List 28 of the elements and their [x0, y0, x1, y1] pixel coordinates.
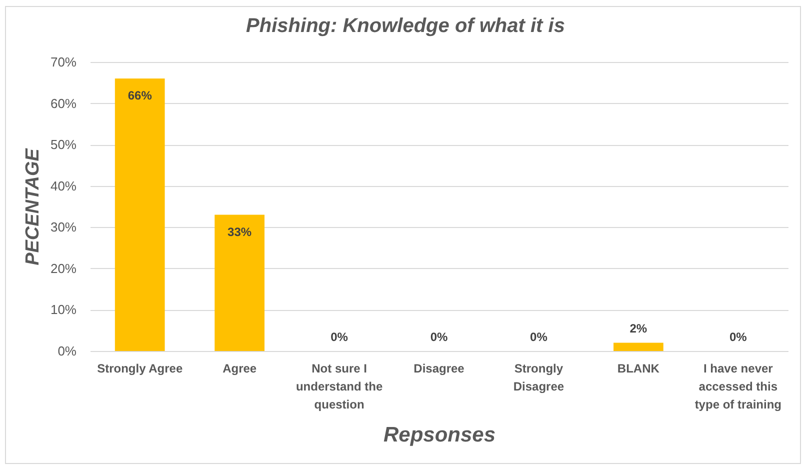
bar — [614, 342, 664, 351]
x-tick-label: Agree — [222, 362, 257, 376]
y-tick-label: 60% — [50, 96, 77, 111]
x-axis-title: Repsonses — [383, 424, 496, 446]
y-tick-label: 30% — [50, 220, 77, 235]
bar — [114, 78, 165, 351]
chart-title: Phishing: Knowledge of what it is — [246, 15, 565, 37]
x-tick-label: Disagree — [414, 362, 465, 376]
data-label: 2% — [630, 322, 648, 336]
x-tick-label: BLANK — [617, 362, 660, 376]
data-label: 66% — [128, 88, 152, 103]
y-axis-title: PECENTAGE — [22, 147, 44, 266]
x-tick-label: Strongly Disagree — [513, 362, 564, 394]
y-tick-label: 40% — [50, 178, 77, 194]
data-label: 0% — [729, 330, 748, 344]
data-label: 0% — [330, 330, 348, 344]
x-tick-label: Strongly Agree — [97, 362, 183, 376]
x-tick-label: I have never accessed this type of training — [694, 362, 782, 412]
x-tick-label: Not sure I understand the question — [296, 362, 383, 412]
y-tick-label: 10% — [50, 302, 77, 318]
y-tick-label: 0% — [58, 344, 77, 358]
data-label: 33% — [228, 224, 252, 239]
data-label: 0% — [430, 330, 448, 344]
y-tick-label: 70% — [50, 54, 77, 70]
y-tick-label: 20% — [50, 260, 77, 276]
data-label: 0% — [530, 330, 548, 344]
bar — [214, 214, 264, 351]
y-tick-label: 50% — [50, 137, 77, 152]
